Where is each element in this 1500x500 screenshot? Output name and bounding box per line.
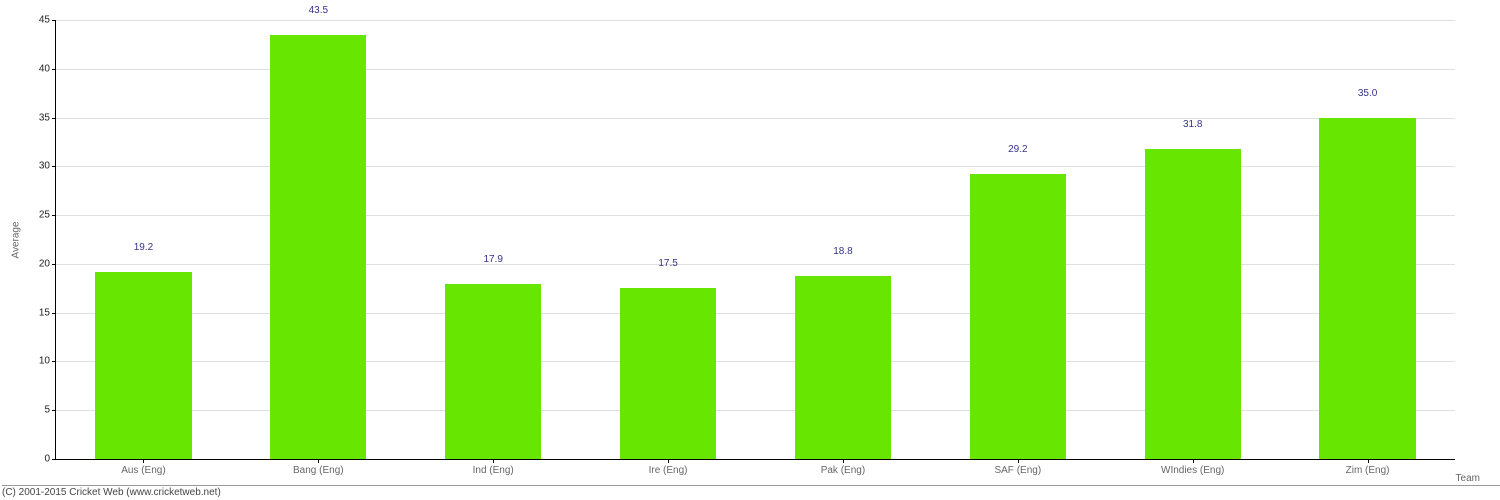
bar-value-label: 29.2 — [930, 144, 1105, 159]
y-tick-label: 45 — [39, 15, 56, 26]
x-tick-label: Bang (Eng) — [231, 459, 406, 476]
bar — [1319, 118, 1415, 459]
copyright-text: (C) 2001-2015 Cricket Web (www.cricketwe… — [2, 485, 1500, 498]
y-tick-label: 30 — [39, 161, 56, 172]
chart-container: 19.2Aus (Eng)43.5Bang (Eng)17.9Ind (Eng)… — [0, 0, 1500, 500]
bar-value-label: 35.0 — [1280, 88, 1455, 103]
bar — [970, 174, 1066, 459]
plot-area: 19.2Aus (Eng)43.5Bang (Eng)17.9Ind (Eng)… — [55, 20, 1455, 460]
x-tick-label: Aus (Eng) — [56, 459, 231, 476]
bar-slot: 35.0Zim (Eng) — [1280, 20, 1455, 459]
bar-slot: 17.5Ire (Eng) — [581, 20, 756, 459]
bar — [1145, 149, 1241, 459]
bar-slot: 29.2SAF (Eng) — [930, 20, 1105, 459]
x-tick-label: Ire (Eng) — [581, 459, 756, 476]
bar-slot: 43.5Bang (Eng) — [231, 20, 406, 459]
bar-slot: 31.8WIndies (Eng) — [1105, 20, 1280, 459]
bar-value-label: 43.5 — [231, 5, 406, 20]
x-tick-label: Zim (Eng) — [1280, 459, 1455, 476]
x-tick-label: SAF (Eng) — [930, 459, 1105, 476]
y-tick-label: 35 — [39, 112, 56, 123]
y-tick-label: 5 — [44, 405, 56, 416]
bar-slot: 18.8Pak (Eng) — [756, 20, 931, 459]
bar — [270, 35, 366, 459]
y-tick-label: 15 — [39, 307, 56, 318]
x-tick-label: Ind (Eng) — [406, 459, 581, 476]
bar-value-label: 19.2 — [56, 242, 231, 257]
bar — [445, 284, 541, 459]
y-tick-label: 40 — [39, 63, 56, 74]
x-tick-label: Pak (Eng) — [756, 459, 931, 476]
bar — [95, 272, 191, 459]
y-tick-label: 0 — [44, 454, 56, 465]
bar-value-label: 18.8 — [756, 246, 931, 261]
y-axis-label: Average — [11, 221, 22, 258]
y-tick-label: 25 — [39, 210, 56, 221]
bar — [620, 288, 716, 459]
x-axis-label: Team — [1456, 473, 1480, 484]
y-tick-label: 20 — [39, 258, 56, 269]
bar-value-label: 17.9 — [406, 254, 581, 269]
bars-layer: 19.2Aus (Eng)43.5Bang (Eng)17.9Ind (Eng)… — [56, 20, 1455, 459]
bar-slot: 19.2Aus (Eng) — [56, 20, 231, 459]
bar-slot: 17.9Ind (Eng) — [406, 20, 581, 459]
bar-value-label: 17.5 — [581, 258, 756, 273]
x-tick-label: WIndies (Eng) — [1105, 459, 1280, 476]
bar — [795, 276, 891, 459]
y-tick-label: 10 — [39, 356, 56, 367]
bar-value-label: 31.8 — [1105, 119, 1280, 134]
